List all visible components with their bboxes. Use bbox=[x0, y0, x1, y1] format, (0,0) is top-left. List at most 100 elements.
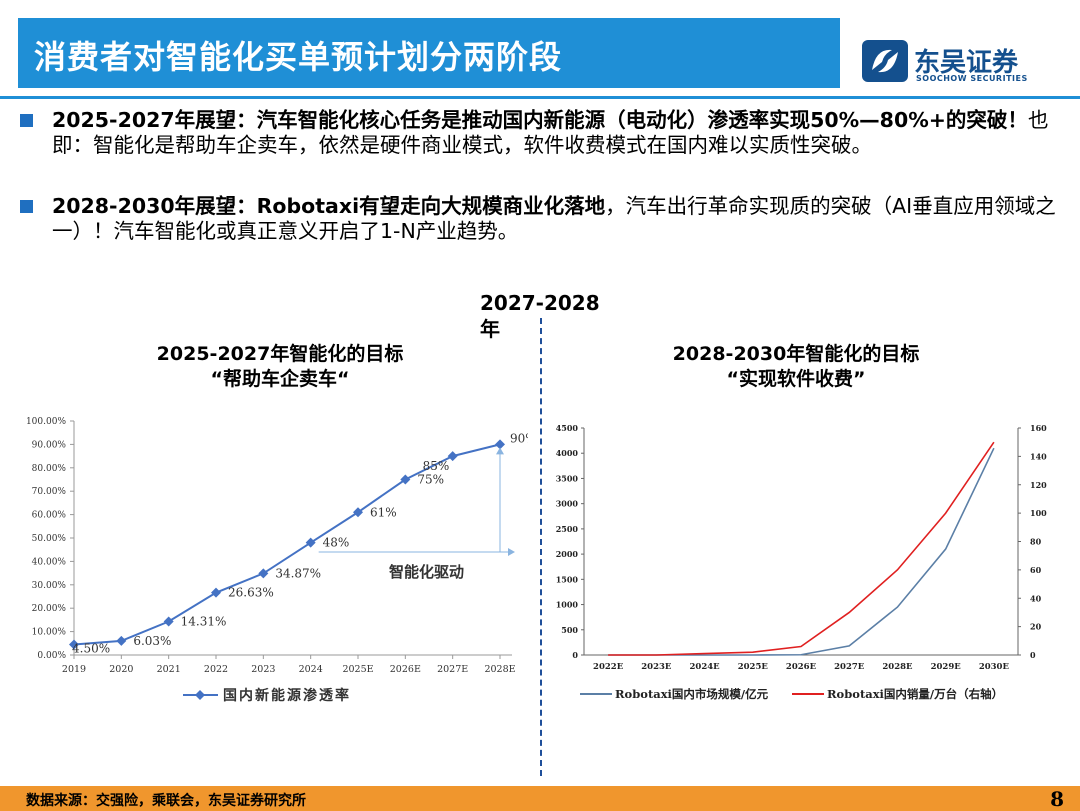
annotation-arrowhead-up bbox=[496, 447, 504, 455]
y2-tick-label: 80 bbox=[1030, 537, 1042, 547]
right-chart-title-line2: “实现软件收费” bbox=[726, 368, 866, 390]
data-label: 90% bbox=[510, 431, 528, 445]
annotation-arrowhead-right bbox=[508, 548, 515, 557]
data-label: 14.31% bbox=[181, 615, 227, 629]
data-point-marker bbox=[69, 639, 79, 650]
y-tick-label: 80.00% bbox=[32, 464, 67, 474]
y-tick-label: 0.00% bbox=[37, 651, 66, 661]
x-tick-label: 2024 bbox=[299, 664, 323, 675]
logo-english-name: SOOCHOW SECURITIES bbox=[916, 74, 1028, 83]
legend-label: 国内新能源渗透率 bbox=[223, 687, 351, 704]
x-tick-label: 2025E bbox=[738, 662, 769, 672]
x-tick-label: 2022 bbox=[204, 664, 228, 675]
dashed-divider bbox=[540, 318, 542, 776]
x-tick-label: 2029E bbox=[931, 662, 962, 672]
y-tick-label: 4000 bbox=[556, 448, 579, 458]
y-tick-label: 20.00% bbox=[32, 604, 67, 614]
annotation-label: 智能化驱动 bbox=[389, 563, 464, 581]
right-chart-title-line1: 2028-2030年智能化的目标 bbox=[672, 343, 920, 365]
nev-penetration-chart: 0.00% 10.00% 20.00% 30.00% 40.00% 50.00% 60.00… bbox=[26, 417, 528, 704]
data-label: 61% bbox=[370, 505, 397, 519]
legend-marker bbox=[195, 690, 205, 700]
y-tick-label: 0 bbox=[572, 650, 578, 660]
y-tick-label: 30.00% bbox=[32, 581, 67, 591]
data-label: 48% bbox=[323, 536, 350, 550]
bullet-normal-text: 也即：智能化是帮助车企卖车，依然是硬件商业模式，软件收费模式在国内难以实质性突破… bbox=[52, 108, 1049, 157]
series-line-market-size bbox=[608, 447, 995, 656]
x-tick-label: 2024E bbox=[689, 662, 720, 672]
y2-tick-label: 60 bbox=[1030, 565, 1042, 575]
y-tick-label: 100.00% bbox=[26, 417, 66, 427]
legend-label: Robotaxi国内市场规模/亿元 bbox=[615, 687, 769, 701]
bullet-square-icon bbox=[20, 200, 33, 213]
soochow-logo-icon bbox=[862, 40, 908, 82]
bullet-outlook-2028-2030: 2028-2030年展望：Robotaxi有望走向大规模商业化落地，汽车出行革命… bbox=[20, 194, 1068, 250]
x-tick-label: 2027E bbox=[437, 664, 468, 675]
x-tick-label: 2022E bbox=[593, 662, 624, 672]
y2-tick-label: 100 bbox=[1030, 508, 1047, 518]
data-point-marker bbox=[495, 439, 505, 450]
y-tick-label: 90.00% bbox=[32, 440, 67, 450]
company-logo: 东吴证券 SOOCHOW SECURITIES bbox=[862, 40, 1062, 90]
y-tick-label: 60.00% bbox=[32, 511, 67, 521]
y-tick-label: 1000 bbox=[556, 600, 579, 610]
series-line-sales-volume bbox=[608, 441, 995, 656]
y2-tick-label: 140 bbox=[1030, 451, 1047, 461]
x-tick-label: 2030E bbox=[979, 662, 1010, 672]
bullet-bold-text: 2025-2027年展望：汽车智能化核心任务是推动国内新能源（电动化）渗透率实现… bbox=[52, 108, 1028, 132]
header-divider bbox=[0, 96, 1080, 99]
logo-chinese-name: 东吴证券 bbox=[914, 48, 1019, 78]
x-tick-label: 2026E bbox=[786, 662, 817, 672]
y-tick-label: 4500 bbox=[556, 423, 579, 433]
bullet-normal-text: ，汽车出行革命实现质的突破（AI垂直应用领域之一）！汽车智能化或真正意义开启了1… bbox=[52, 194, 1056, 243]
data-source: 数据来源：交强险，乘联会，东吴证券研究所 bbox=[26, 793, 306, 809]
data-point-marker bbox=[163, 616, 174, 627]
y-tick-label: 3000 bbox=[556, 499, 579, 509]
data-point-marker bbox=[400, 474, 411, 485]
bullet-bold-text: 2028-2030年展望：Robotaxi有望走向大规模商业化落地 bbox=[52, 194, 606, 218]
y2-tick-label: 120 bbox=[1030, 480, 1047, 490]
x-tick-label: 2019 bbox=[62, 664, 86, 675]
y2-tick-label: 20 bbox=[1030, 622, 1042, 632]
data-label: 34.87% bbox=[275, 566, 321, 580]
robotaxi-chart: 0 500 1000 1500 2000 2500 3000 3500 4000 4500 0 20 4… bbox=[556, 423, 1047, 701]
left-chart-title-line2: “帮助车企卖车“ bbox=[210, 368, 350, 390]
data-point-marker bbox=[305, 537, 316, 548]
data-label: 4.50% bbox=[72, 641, 110, 655]
y-tick-label: 3500 bbox=[556, 473, 579, 483]
data-point-marker bbox=[353, 507, 363, 518]
y-tick-label: 2500 bbox=[556, 524, 579, 534]
y2-tick-label: 40 bbox=[1030, 593, 1042, 603]
left-chart-title: 2025-2027年智能化的目标 “帮助车企卖车“ bbox=[130, 342, 430, 392]
bullet-text: 2025-2027年展望：汽车智能化核心任务是推动国内新能源（电动化）渗透率实现… bbox=[52, 108, 1070, 158]
page-number: 8 bbox=[1050, 787, 1064, 811]
y2-tick-label: 0 bbox=[1030, 650, 1036, 660]
y-tick-label: 1500 bbox=[556, 574, 579, 584]
x-tick-label: 2020 bbox=[109, 664, 133, 675]
page-title: 消费者对智能化买单预计划分两阶段 bbox=[34, 38, 563, 76]
x-tick-label: 2028E bbox=[484, 664, 515, 675]
data-point-marker bbox=[211, 587, 221, 598]
data-point-marker bbox=[258, 568, 269, 579]
y-tick-label: 10.00% bbox=[32, 628, 67, 638]
x-tick-label: 2023E bbox=[641, 662, 672, 672]
bullet-square-icon bbox=[20, 114, 33, 127]
data-point-marker bbox=[447, 451, 458, 462]
y-tick-label: 70.00% bbox=[32, 487, 67, 497]
x-tick-label: 2026E bbox=[390, 664, 421, 675]
title-bar: 消费者对智能化买单预计划分两阶段 bbox=[18, 18, 840, 88]
x-tick-label: 2027E bbox=[834, 662, 865, 672]
x-tick-label: 2028E bbox=[882, 662, 913, 672]
y-tick-label: 40.00% bbox=[32, 557, 67, 567]
data-label: 26.63% bbox=[228, 586, 274, 600]
right-chart-title: 2028-2030年智能化的目标 “实现软件收费” bbox=[646, 342, 946, 392]
divider-period-label: 2027-2028年 bbox=[480, 291, 600, 341]
y2-tick-label: 160 bbox=[1030, 423, 1047, 433]
left-chart-title-line1: 2025-2027年智能化的目标 bbox=[156, 343, 404, 365]
bullet-outlook-2025-2027: 2025-2027年展望：汽车智能化核心任务是推动国内新能源（电动化）渗透率实现… bbox=[20, 108, 1068, 188]
y-tick-label: 2000 bbox=[556, 549, 579, 559]
footer-bar: 数据来源：交强险，乘联会，东吴证券研究所 8 bbox=[0, 786, 1080, 811]
x-tick-label: 2021 bbox=[157, 664, 181, 675]
bullet-text: 2028-2030年展望：Robotaxi有望走向大规模商业化落地，汽车出行革命… bbox=[52, 194, 1070, 244]
x-tick-label: 2023 bbox=[251, 664, 275, 675]
